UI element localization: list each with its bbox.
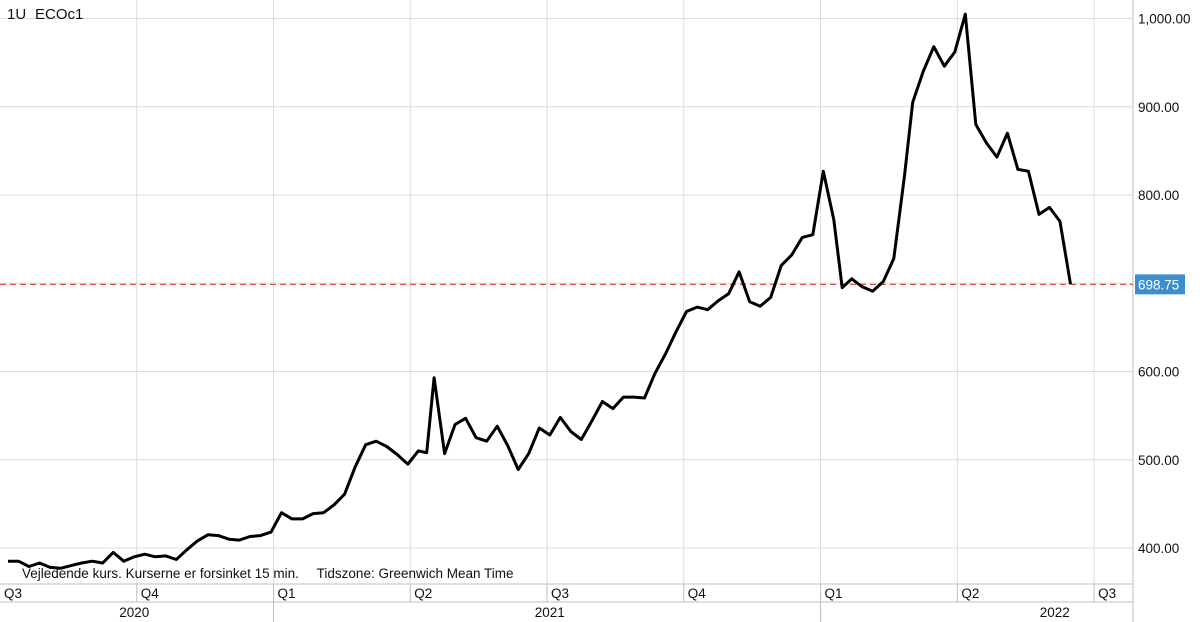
footer-note: Vejledende kurs. Kurserne er forsinket 1… [22,566,514,581]
current-price-label: 698.75 [1138,277,1179,292]
interval-label[interactable]: 1U [7,6,27,23]
x-tick-label: Q2 [414,586,432,601]
x-axis-year-labels: 2020 2021 2022 [119,605,1070,620]
year-label: 2022 [1040,605,1070,620]
x-tick-label: Q3 [4,586,22,601]
delay-note: Vejledende kurs. Kurserne er forsinket 1… [22,566,299,581]
year-label: 2020 [119,605,149,620]
x-tick-label: Q1 [825,586,843,601]
x-tick-label: Q3 [1098,586,1116,601]
timezone-note: Tidszone: Greenwich Mean Time [316,566,514,581]
vertical-gridlines [136,0,1095,584]
x-axis-quarter-labels: Q3 Q4 Q1 Q2 Q3 Q4 Q1 Q2 Q3 [4,586,1116,601]
horizontal-gridlines [0,18,1133,549]
x-tick-label: Q4 [141,586,160,601]
x-tick-label: Q4 [688,586,707,601]
y-tick-label: 900.00 [1138,100,1179,115]
axes-frame [0,0,1134,622]
x-tick-label: Q2 [961,586,979,601]
y-tick-label: 500.00 [1138,453,1179,468]
y-tick-label: 600.00 [1138,365,1179,380]
symbol-label[interactable]: ECOc1 [35,6,84,23]
y-tick-label: 400.00 [1138,541,1179,556]
y-tick-label: 1,000.00 [1138,12,1191,27]
year-label: 2021 [535,605,565,620]
price-series-points [7,13,1072,570]
price-series-line [8,12,1072,570]
current-price-badge: 698.75 [1135,274,1185,295]
y-tick-label: 800.00 [1138,188,1179,203]
x-tick-label: Q1 [278,586,296,601]
x-tick-label: Q3 [551,586,569,601]
